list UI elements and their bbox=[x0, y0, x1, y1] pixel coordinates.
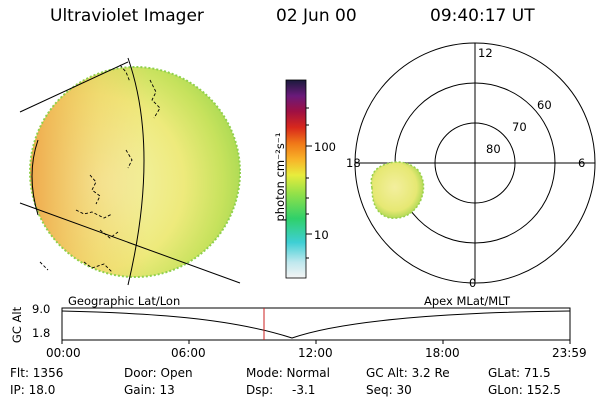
mlt-label-6: 6 bbox=[578, 156, 586, 170]
date-label: 02 Jun 00 bbox=[276, 6, 357, 26]
geo-longitude: GLon: 152.5 bbox=[488, 383, 561, 397]
ip-value: IP: 18.0 bbox=[10, 383, 56, 397]
altitude-timeline bbox=[61, 307, 571, 344]
y-tick-9: 9.0 bbox=[32, 302, 51, 316]
dsp-label: Dsp: bbox=[246, 383, 274, 397]
geo-latitude: GLat: 71.5 bbox=[488, 366, 551, 380]
colorbar bbox=[285, 79, 312, 279]
apex-label: Apex MLat/MLT bbox=[424, 294, 511, 308]
mlat-label-60: 60 bbox=[537, 98, 552, 112]
mlat-label-80: 80 bbox=[486, 142, 501, 156]
gain-value: Gain: 13 bbox=[124, 383, 175, 397]
x-tick-0600: 06:00 bbox=[171, 346, 206, 360]
colorbar-tick-10: 10 bbox=[314, 228, 329, 242]
mlat-label-70: 70 bbox=[512, 120, 527, 134]
auroral-disk-image bbox=[29, 66, 241, 278]
flight-number: Flt: 1356 bbox=[10, 366, 64, 380]
mlt-label-0: 0 bbox=[469, 276, 477, 290]
mlt-label-18: 18 bbox=[346, 156, 361, 170]
x-tick-1200: 12:00 bbox=[298, 346, 333, 360]
geographic-label: Geographic Lat/Lon bbox=[68, 294, 181, 308]
colorbar-unit-label: photon cm⁻²s⁻¹ bbox=[273, 132, 287, 222]
x-tick-0000: 00:00 bbox=[46, 346, 81, 360]
geo-grid-lines bbox=[19, 57, 241, 286]
time-label: 09:40:17 UT bbox=[430, 6, 535, 26]
colorbar-tick-100: 100 bbox=[314, 140, 336, 154]
auroral-oval-patch bbox=[370, 161, 425, 219]
sequence-number: Seq: 30 bbox=[366, 383, 412, 397]
x-tick-1800: 18:00 bbox=[425, 346, 460, 360]
x-tick-2359: 23:59 bbox=[552, 346, 587, 360]
y-tick-1-8: 1.8 bbox=[32, 326, 51, 340]
dsp-value: -3.1 bbox=[292, 383, 316, 397]
door-status: Door: Open bbox=[124, 366, 193, 380]
gc-altitude: GC Alt: 3.2 Re bbox=[366, 366, 450, 380]
gc-alt-axis-label: GC Alt bbox=[10, 306, 24, 344]
instrument-title: Ultraviolet Imager bbox=[50, 6, 204, 26]
mlt-label-12: 12 bbox=[478, 46, 493, 60]
mode-status: Mode: Normal bbox=[246, 366, 330, 380]
coastline-outlines bbox=[39, 64, 161, 273]
